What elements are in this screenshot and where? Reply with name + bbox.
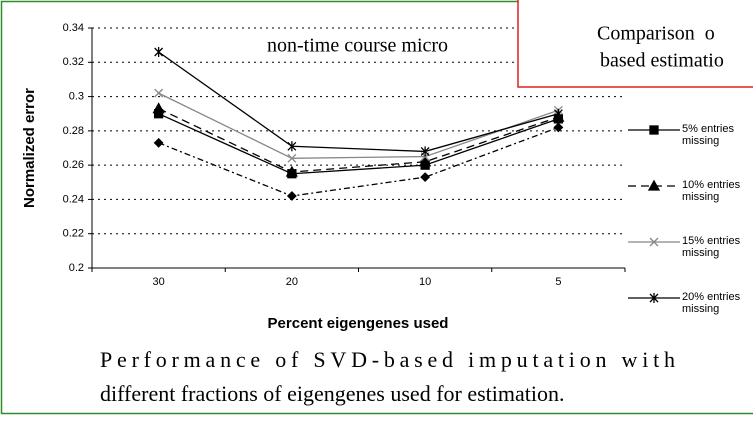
y-tick-label: 0.2 — [69, 262, 84, 274]
x-tick-label: 5 — [555, 276, 561, 288]
legend-item: 10% entries missing — [682, 179, 752, 223]
caption-line: Performance of SVD-based imputation with — [100, 347, 675, 372]
marker — [650, 126, 658, 134]
x-tick-label: 20 — [286, 276, 298, 288]
legend-label: 20% entries missing — [682, 291, 746, 315]
y-axis-label: Normalized error — [21, 88, 38, 208]
x-axis-label: Percent eigengenes used — [268, 315, 449, 332]
y-tick-label: 0.32 — [63, 56, 84, 68]
y-tick-label: 0.28 — [63, 125, 84, 137]
x-tick-label: 30 — [153, 276, 165, 288]
x-tick-label: 10 — [419, 276, 431, 288]
y-tick-label: 0.26 — [63, 159, 84, 171]
y-tick-label: 0.3 — [69, 90, 84, 102]
y-tick-label: 0.24 — [63, 193, 84, 205]
caption-line: different fractions of eigengenes used f… — [100, 381, 565, 406]
legend-item: 5% entries missing — [682, 123, 752, 167]
legend-item: 15% entries missing — [682, 235, 752, 279]
legend-label: 5% entries missing — [682, 123, 746, 147]
y-tick-label: 0.34 — [63, 22, 84, 34]
legend-item: 20% entries missing — [682, 291, 752, 335]
callout-line: Comparison o — [597, 23, 715, 45]
legend-label: 15% entries missing — [682, 235, 746, 259]
chart-title: non-time course micro — [267, 35, 448, 57]
y-tick-label: 0.22 — [63, 228, 84, 240]
legend-label: 10% entries missing — [682, 179, 746, 203]
callout-line: based estimatio — [600, 50, 724, 72]
